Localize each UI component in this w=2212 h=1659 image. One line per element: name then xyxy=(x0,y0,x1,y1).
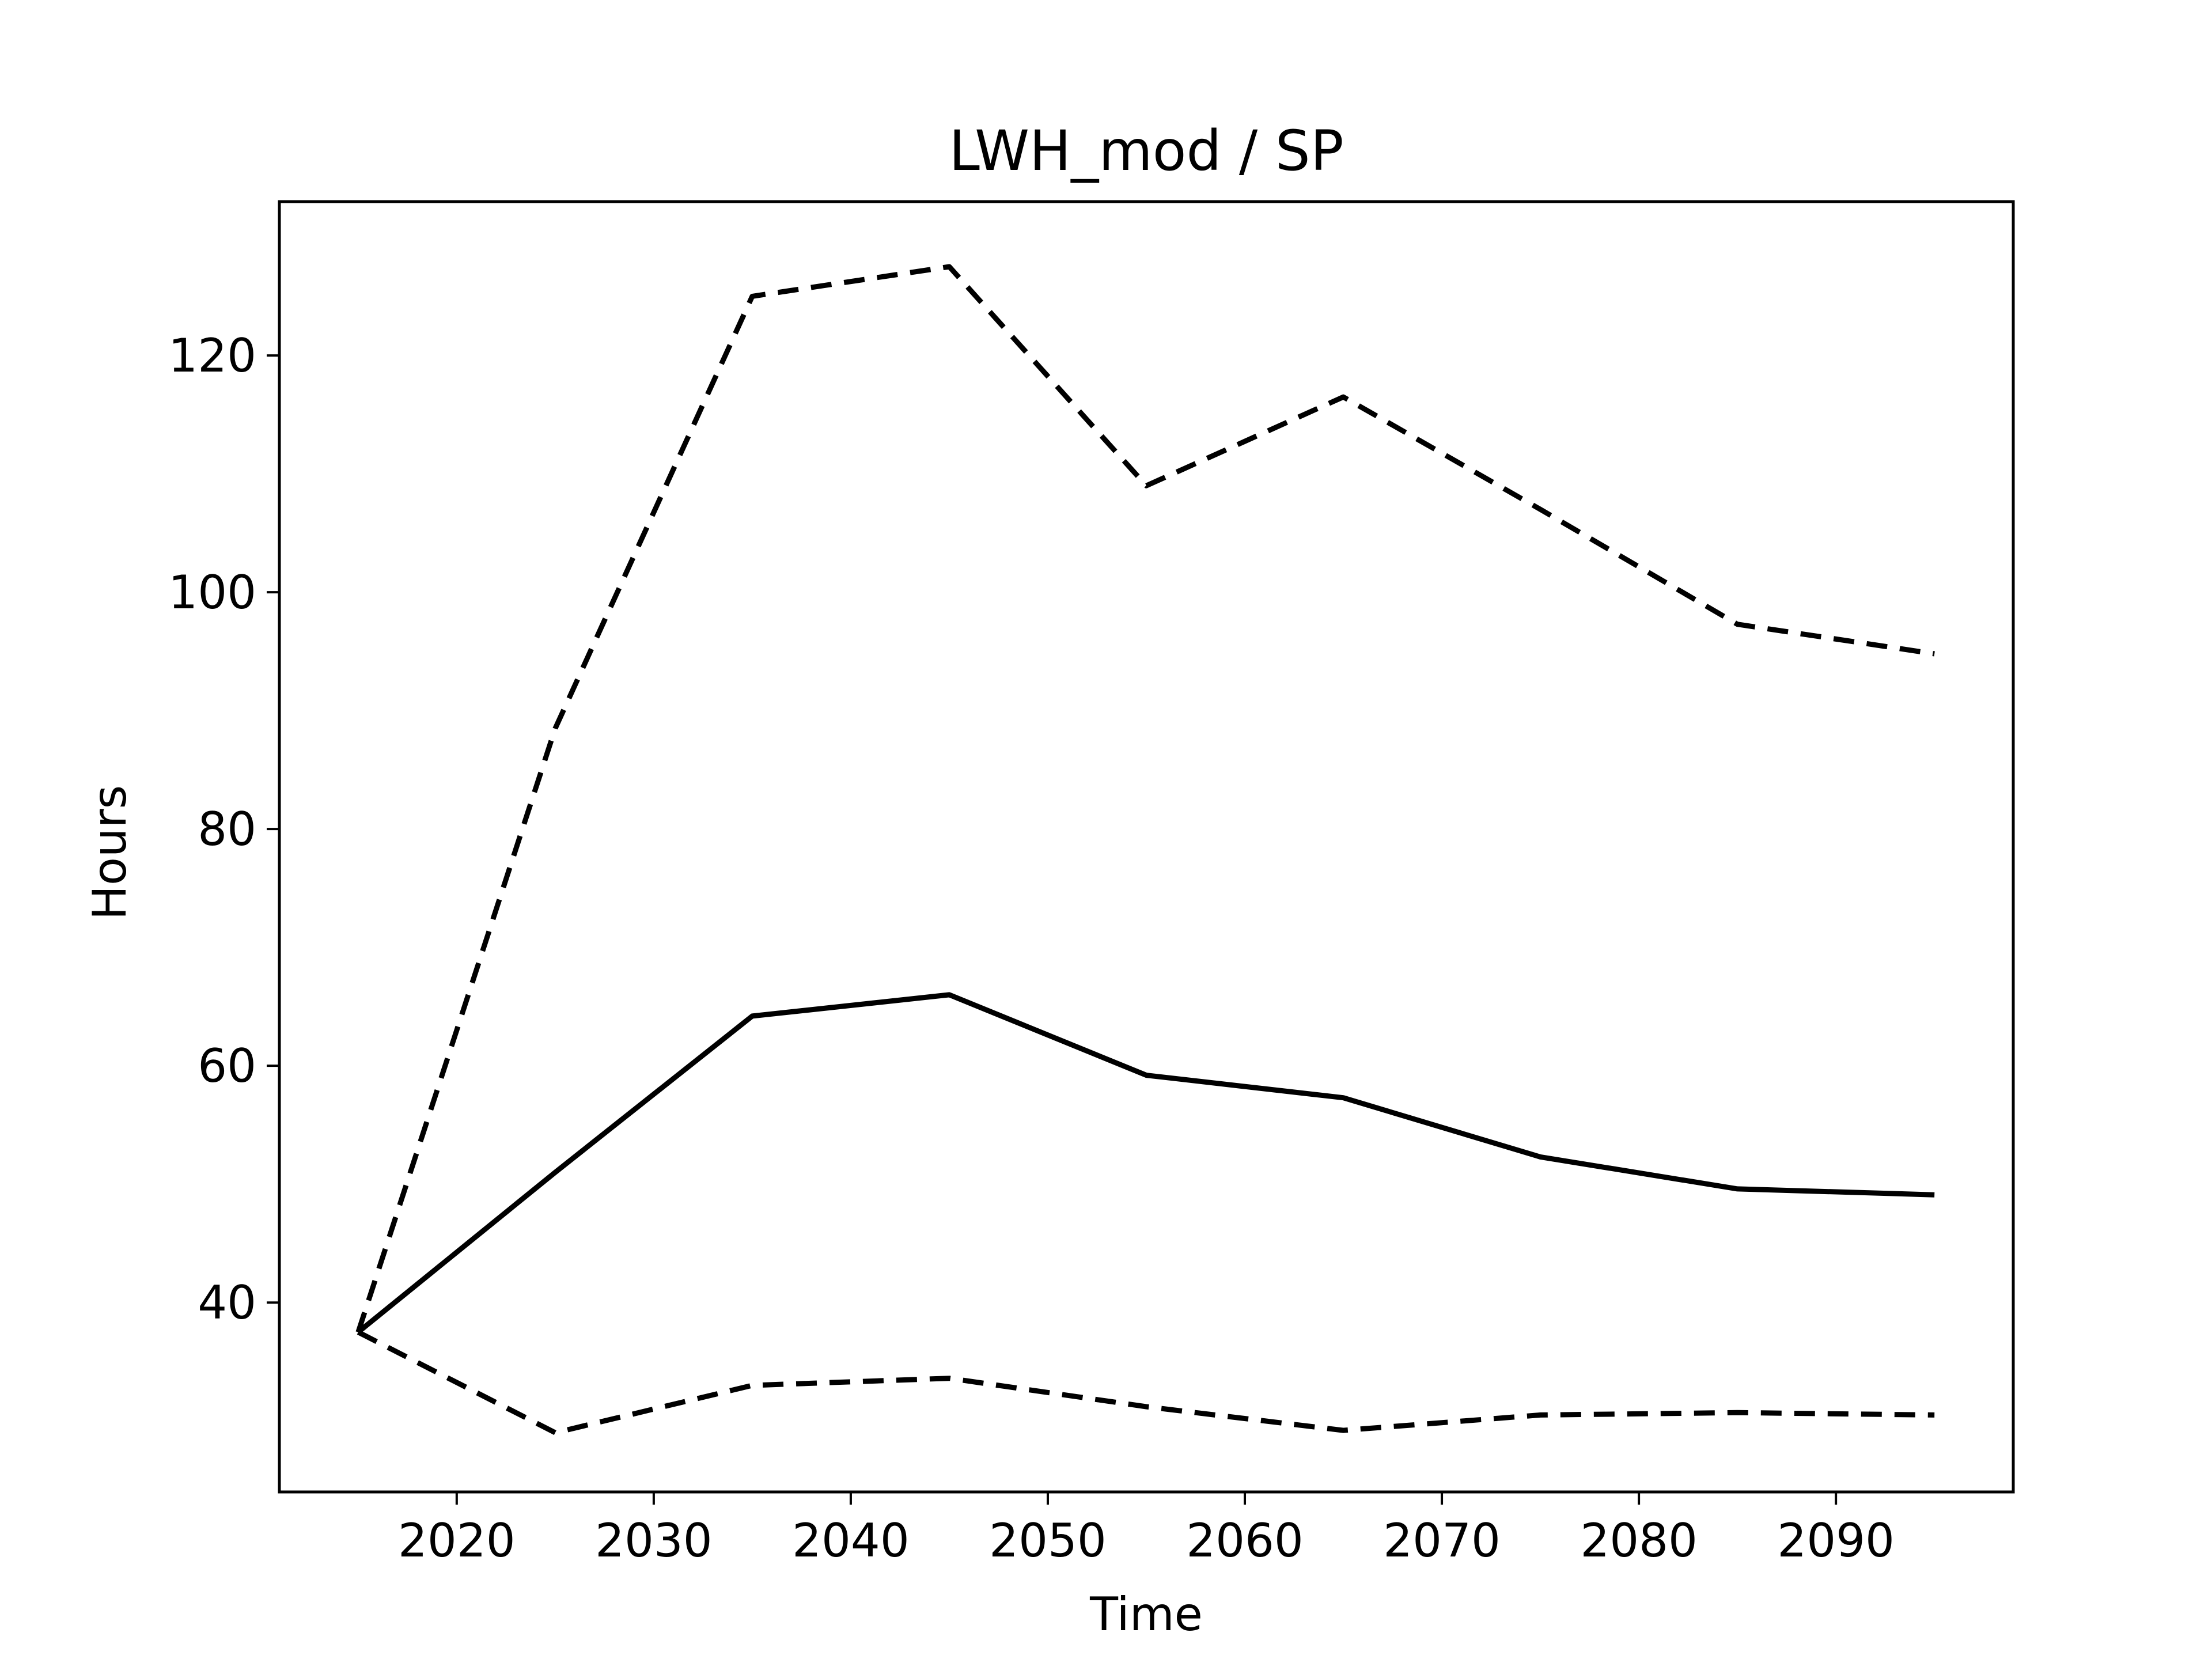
plot-area xyxy=(355,264,1935,1435)
y-tick-label: 60 xyxy=(198,1039,256,1093)
x-tick-label: 2030 xyxy=(595,1514,713,1567)
y-tick-label: 120 xyxy=(168,329,256,382)
x-tick-label: 2070 xyxy=(1383,1514,1501,1567)
y-axis-title: Hours xyxy=(83,785,137,920)
x-tick-label: 2050 xyxy=(989,1514,1107,1567)
series-line-median-line xyxy=(356,992,1935,1335)
series-line-upper-bound-line xyxy=(355,264,1935,1333)
series-line-lower-bound-line xyxy=(357,1330,1935,1435)
axes-frame xyxy=(278,200,2015,1494)
x-axis: 2020 2030 2040 2050 2060 2070 2080 2090 xyxy=(398,1492,1895,1567)
chart-title: LWH_mod / SP xyxy=(949,119,1343,183)
y-axis: 40 60 80 100 120 xyxy=(168,329,279,1330)
y-tick-label: 40 xyxy=(198,1276,256,1330)
x-tick-label: 2040 xyxy=(792,1514,910,1567)
x-tick-label: 2020 xyxy=(398,1514,516,1567)
x-tick-label: 2090 xyxy=(1777,1514,1895,1567)
x-tick-label: 2060 xyxy=(1186,1514,1304,1567)
y-tick-label: 80 xyxy=(198,802,256,856)
x-axis-title: Time xyxy=(1089,1588,1203,1641)
y-tick-label: 100 xyxy=(168,566,256,619)
x-tick-label: 2080 xyxy=(1580,1514,1698,1567)
